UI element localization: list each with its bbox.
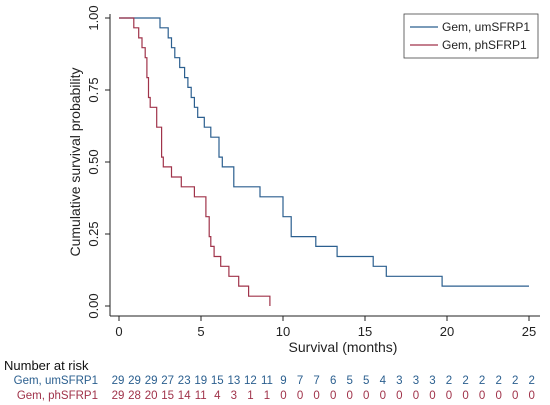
risk-values: 29 29 29 27 23 19 15 13 12 11 9 7 7 6 5 5 4 3 3 3 2 2 2 2 2 229 28… [112, 375, 535, 402]
risk-value: 29 [112, 375, 125, 387]
risk-value: 23 [178, 375, 191, 387]
risk-value: 28 [128, 390, 141, 402]
x-ticks: 0 5 10 15 20 25 [115, 316, 536, 339]
risk-value: 12 [244, 375, 257, 387]
risk-value: 3 [396, 375, 402, 387]
risk-value: 0 [313, 390, 319, 402]
risk-value: 1 [247, 390, 253, 402]
risk-value: 15 [161, 390, 174, 402]
x-tick-label: 5 [197, 324, 204, 339]
y-tick-label: 0.50 [86, 149, 101, 174]
risk-value: 0 [529, 390, 535, 402]
risk-value: 0 [380, 390, 386, 402]
x-axis-title: Survival (months) [289, 339, 398, 355]
risk-value: 2 [495, 375, 501, 387]
risk-value: 2 [462, 375, 468, 387]
risk-value: 4 [380, 375, 387, 387]
risk-value: 0 [297, 390, 303, 402]
risk-value: 2 [512, 375, 518, 387]
series-line-umsfrp1 [119, 17, 529, 287]
legend-label-umsfrp1: Gem, umSFRP1 [442, 20, 530, 34]
risk-value: 20 [145, 390, 158, 402]
risk-value: 5 [363, 375, 369, 387]
risk-value: 27 [161, 375, 174, 387]
risk-value: 11 [195, 390, 207, 402]
risk-value: 0 [363, 390, 369, 402]
risk-value: 0 [280, 390, 286, 402]
x-tick-label: 20 [440, 324, 454, 339]
risk-value: 2 [446, 375, 452, 387]
risk-value: 0 [495, 390, 501, 402]
y-tick-label: 0.00 [86, 293, 101, 318]
risk-value: 3 [231, 390, 237, 402]
risk-value: 6 [330, 375, 336, 387]
risk-value: 2 [479, 375, 485, 387]
risk-value: 13 [227, 375, 240, 387]
risk-value: 0 [512, 390, 518, 402]
series-line-phsfrp1 [119, 17, 271, 306]
risk-value: 0 [446, 390, 452, 402]
risk-value: 1 [264, 390, 270, 402]
y-ticks: 0.00 0.25 0.50 0.75 1.00 [86, 5, 110, 319]
risk-value: 11 [261, 375, 273, 387]
y-tick-label: 0.75 [86, 77, 101, 102]
risk-value: 4 [214, 390, 221, 402]
risk-value: 0 [413, 390, 419, 402]
x-tick-label: 25 [522, 324, 536, 339]
risk-value: 15 [211, 375, 224, 387]
risk-value: 29 [112, 390, 125, 402]
y-axis-title: Cumulative survival probability [67, 67, 83, 256]
x-tick-label: 0 [115, 324, 122, 339]
legend: Gem, umSFRP1 Gem, phSFRP1 [403, 13, 539, 59]
risk-value: 0 [346, 390, 352, 402]
risk-value: 0 [479, 390, 485, 402]
y-tick-label: 1.00 [86, 5, 101, 30]
risk-table: Number at risk Gem, umSFRP1 Gem, phSFRP1… [4, 358, 535, 402]
risk-value: 0 [396, 390, 402, 402]
y-tick-label: 0.25 [86, 221, 101, 246]
risk-value: 14 [178, 390, 191, 402]
series-layer [119, 17, 529, 306]
x-tick-label: 15 [358, 324, 372, 339]
risk-value: 29 [128, 375, 141, 387]
risk-value: 9 [280, 375, 286, 387]
risk-value: 2 [529, 375, 535, 387]
risk-row-label-umsfrp1: Gem, umSFRP1 [14, 375, 98, 387]
axes [109, 14, 540, 317]
risk-value: 7 [297, 375, 303, 387]
risk-value: 3 [429, 375, 435, 387]
risk-value: 29 [145, 375, 158, 387]
risk-value: 7 [313, 375, 319, 387]
risk-value: 19 [194, 375, 207, 387]
risk-value: 3 [413, 375, 419, 387]
risk-row-label-phsfrp1: Gem, phSFRP1 [17, 390, 98, 402]
legend-box [403, 13, 539, 59]
risk-value: 0 [429, 390, 435, 402]
x-tick-label: 10 [276, 324, 290, 339]
risk-table-title: Number at risk [4, 358, 89, 373]
legend-label-phsfrp1: Gem, phSFRP1 [442, 38, 527, 52]
risk-value: 0 [462, 390, 468, 402]
risk-value: 0 [330, 390, 336, 402]
risk-value: 5 [346, 375, 352, 387]
